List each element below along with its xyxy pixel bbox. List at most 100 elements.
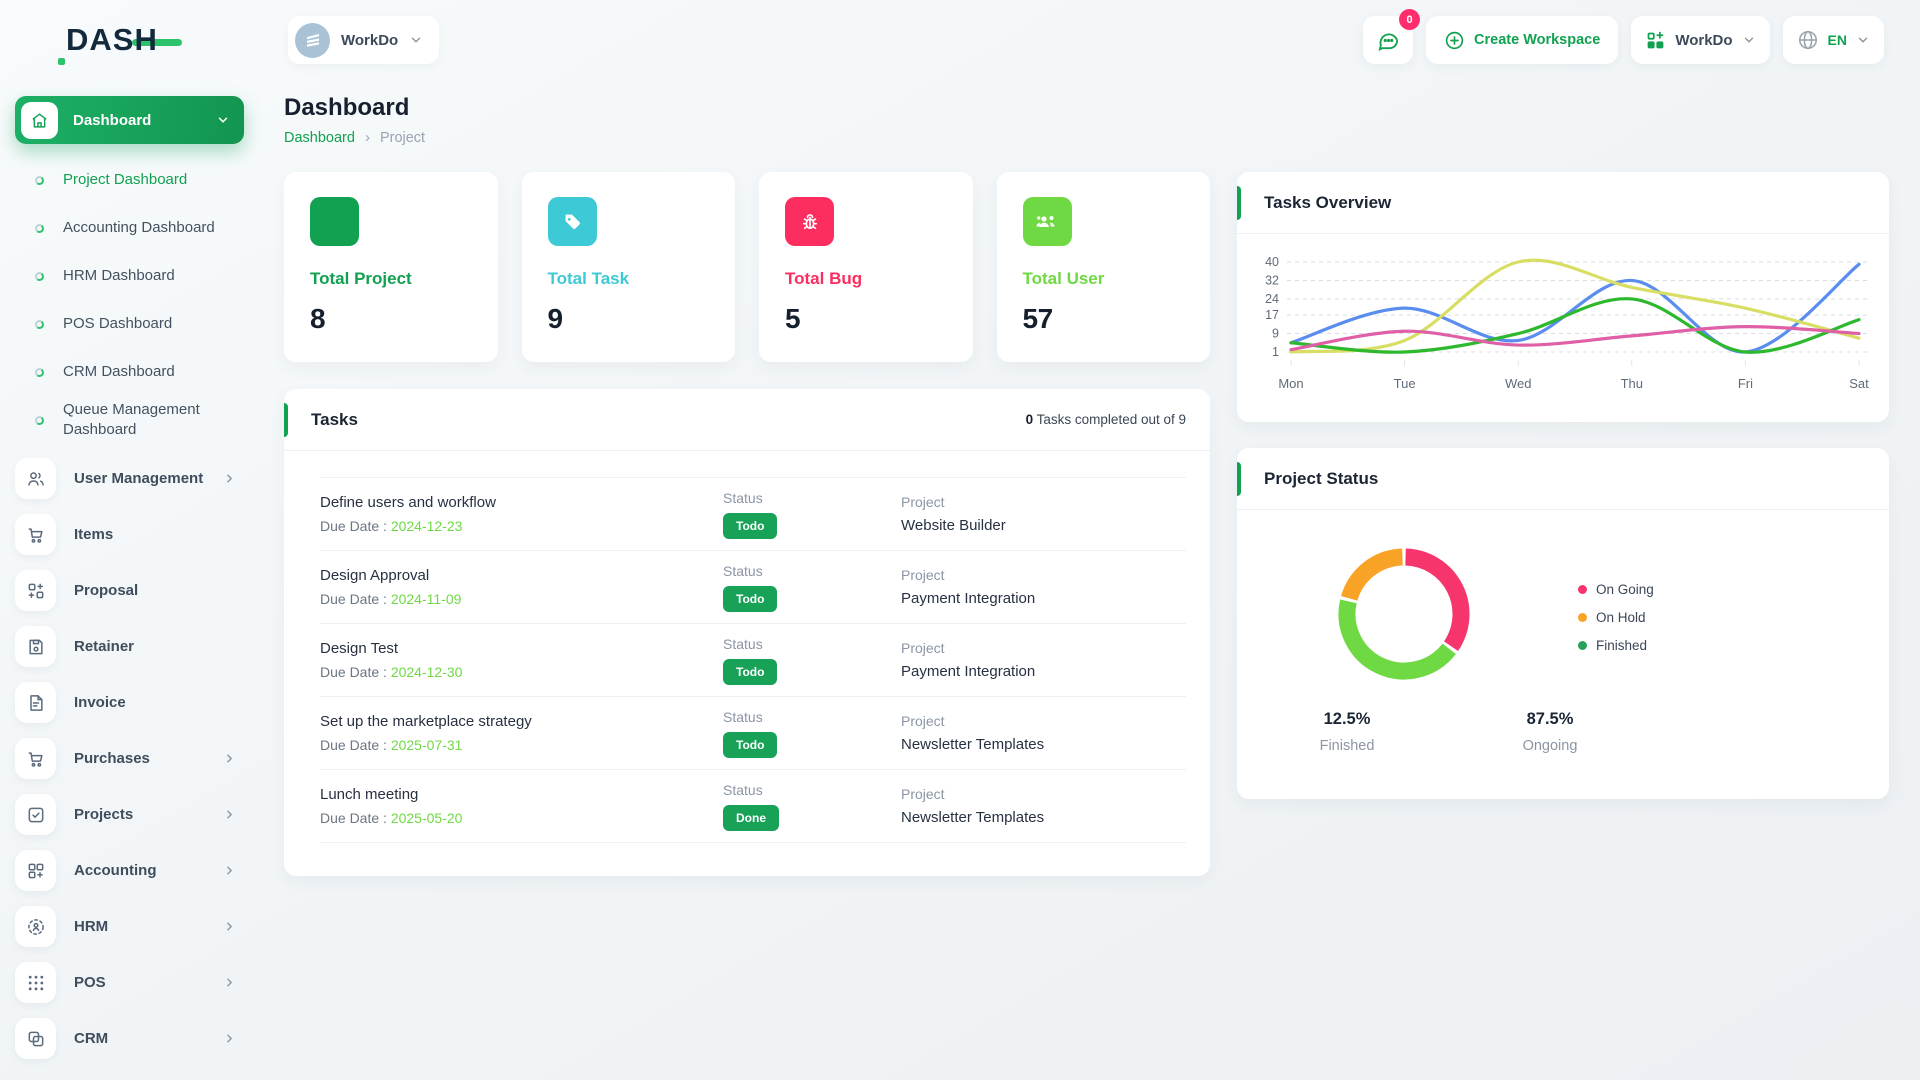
chevron-right-icon [223, 808, 236, 821]
bug-icon [785, 197, 834, 246]
chat-icon [1378, 33, 1398, 51]
tasks-overview-panel: Tasks Overview 40 32 24 17 9 1 Mon Tue Wed Thu Fri… [1237, 172, 1889, 422]
tasks-panel: Tasks 0 Tasks completed out of 9 Define … [284, 389, 1210, 876]
sidebar-item-user-management[interactable]: User Management [15, 451, 244, 507]
top-header: DASH WorkDo 0 Create Workspace [0, 0, 1920, 80]
stat-card-total-task: Total Task 9 [521, 172, 735, 362]
sidebar-item-projects[interactable]: Projects [15, 787, 244, 843]
language-code: EN [1827, 32, 1847, 48]
chevron-right-icon [223, 1032, 236, 1045]
right-column: Tasks Overview 40 32 24 17 9 1 Mon Tue Wed Thu Fri… [1237, 172, 1889, 799]
sidebar-item-proposal[interactable]: Proposal [15, 563, 244, 619]
sidebar-sub-item-project-dashboard[interactable]: Project Dashboard [15, 156, 244, 204]
sidebar-item-dashboard[interactable]: Dashboard [15, 96, 244, 144]
hrm-icon [15, 906, 56, 947]
status-badge: Todo [723, 658, 778, 685]
sidebar-item-purchases[interactable]: Purchases [15, 731, 244, 787]
legend-dot-icon [1578, 613, 1587, 622]
task-row[interactable]: Set up the marketplace strategy Due Date… [320, 697, 1186, 770]
sidebar-item-items[interactable]: Items [15, 507, 244, 563]
breadcrumb-dashboard-link[interactable]: Dashboard [284, 129, 355, 146]
chevron-down-icon [409, 33, 423, 47]
sidebar-item-hrm[interactable]: HRM [15, 899, 244, 955]
bullet-icon [34, 415, 45, 426]
project-status-panel: Project Status On Going On Hold [1237, 448, 1889, 799]
create-workspace-label: Create Workspace [1474, 32, 1601, 48]
svg-text:32: 32 [1265, 273, 1279, 287]
chevron-right-icon [223, 920, 236, 933]
legend-item: On Hold [1578, 610, 1654, 625]
legend-item: On Going [1578, 582, 1654, 597]
globe-icon [1798, 30, 1817, 50]
task-row[interactable]: Design Test Due Date : 2024-12-30 Status… [320, 624, 1186, 697]
svg-text:9: 9 [1272, 327, 1279, 341]
tasks-rows-spacer [320, 451, 1186, 478]
retainer-icon [15, 626, 56, 667]
sidebar-section-list: User Management Items Proposal [15, 451, 244, 1067]
projects-icon [15, 794, 56, 835]
workspace-menu-button[interactable]: WorkDo [1631, 16, 1770, 64]
legend-item: Finished [1578, 638, 1654, 653]
logo-accent-dot [58, 58, 65, 65]
sidebar-sub-item-accounting-dashboard[interactable]: Accounting Dashboard [15, 204, 244, 252]
sidebar-item-accounting[interactable]: Accounting [15, 843, 244, 899]
grid-plus-icon [1647, 31, 1664, 48]
workspace-menu-label: WorkDo [1675, 31, 1733, 49]
task-row[interactable]: Define users and workflow Due Date : 202… [320, 478, 1186, 551]
bullet-icon [34, 366, 45, 378]
chevron-right-icon [223, 472, 236, 485]
bullet-icon [34, 174, 45, 186]
sidebar-sub-list: Project Dashboard Accounting Dashboard H… [15, 156, 244, 445]
workspace-selector[interactable]: WorkDo [288, 16, 440, 64]
chevron-down-icon [1856, 33, 1870, 47]
tasks-title: Tasks [311, 409, 358, 429]
bullet-icon [34, 318, 45, 330]
project-status-title: Project Status [1264, 468, 1379, 488]
chevron-down-icon [1742, 33, 1756, 47]
task-row[interactable]: Design Approval Due Date : 2024-11-09 St… [320, 551, 1186, 624]
main-content: Dashboard Dashboard › Project Total Proj… [284, 80, 1889, 876]
svg-text:1: 1 [1272, 345, 1279, 359]
language-selector[interactable]: EN [1782, 16, 1884, 64]
tasks-summary: 0 Tasks completed out of 9 [1025, 412, 1186, 427]
stat-card-total-project: Total Project 8 [284, 172, 498, 362]
donut-legend: On Going On Hold Finished [1578, 582, 1654, 653]
breadcrumb-current: Project [379, 129, 426, 146]
create-workspace-button[interactable]: Create Workspace [1426, 16, 1619, 64]
sidebar-item-crm[interactable]: CRM [15, 1011, 244, 1067]
svg-text:17: 17 [1265, 308, 1279, 322]
breadcrumb: Dashboard › Project [284, 129, 1889, 146]
users-icon [15, 458, 56, 499]
sidebar-sub-item-hrm-dashboard[interactable]: HRM Dashboard [15, 252, 244, 300]
sidebar: Dashboard Project Dashboard Accounting D… [0, 80, 262, 1080]
sidebar-sub-item-crm-dashboard[interactable]: CRM Dashboard [15, 348, 244, 396]
sidebar-sub-item-pos-dashboard[interactable]: POS Dashboard [15, 300, 244, 348]
messages-button[interactable]: 0 [1363, 9, 1421, 64]
tasks-panel-header: Tasks 0 Tasks completed out of 9 [284, 389, 1210, 451]
tasks-rows: Define users and workflow Due Date : 202… [284, 451, 1210, 843]
stat-card-total-user: Total User 57 [996, 172, 1210, 362]
status-badge: Done [723, 804, 779, 831]
chevron-down-icon [216, 113, 230, 127]
status-badge: Todo [723, 731, 778, 758]
sidebar-item-invoice[interactable]: Invoice [15, 675, 244, 731]
header-actions: 0 Create Workspace WorkDo EN [1363, 9, 1884, 64]
chevron-right-icon [223, 864, 236, 877]
bullet-icon [34, 270, 45, 282]
sidebar-item-retainer[interactable]: Retainer [15, 619, 244, 675]
tasks-overview-title: Tasks Overview [1264, 192, 1392, 212]
workspace-avatar [295, 22, 330, 58]
tasks-overview-header: Tasks Overview [1237, 172, 1889, 234]
ongoing-stat: 87.5% Ongoing [1522, 710, 1578, 754]
sidebar-sub-item-queue-management-dashboard[interactable]: Queue Management Dashboard [15, 396, 244, 445]
chevron-right-icon [223, 752, 236, 765]
svg-text:Sat: Sat [1849, 376, 1869, 391]
messages-badge: 0 [1399, 9, 1421, 30]
sidebar-item-pos[interactable]: POS [15, 955, 244, 1011]
svg-text:Wed: Wed [1505, 376, 1532, 391]
tag-icon [547, 197, 597, 246]
tasks-overview-chart: 40 32 24 17 9 1 Mon Tue Wed Thu Fri Sat [1265, 255, 1869, 391]
task-row[interactable]: Lunch meeting Due Date : 2025-05-20 Stat… [320, 770, 1186, 843]
accounting-icon [15, 850, 56, 891]
finished-stat: 12.5% Finished [1319, 710, 1375, 754]
